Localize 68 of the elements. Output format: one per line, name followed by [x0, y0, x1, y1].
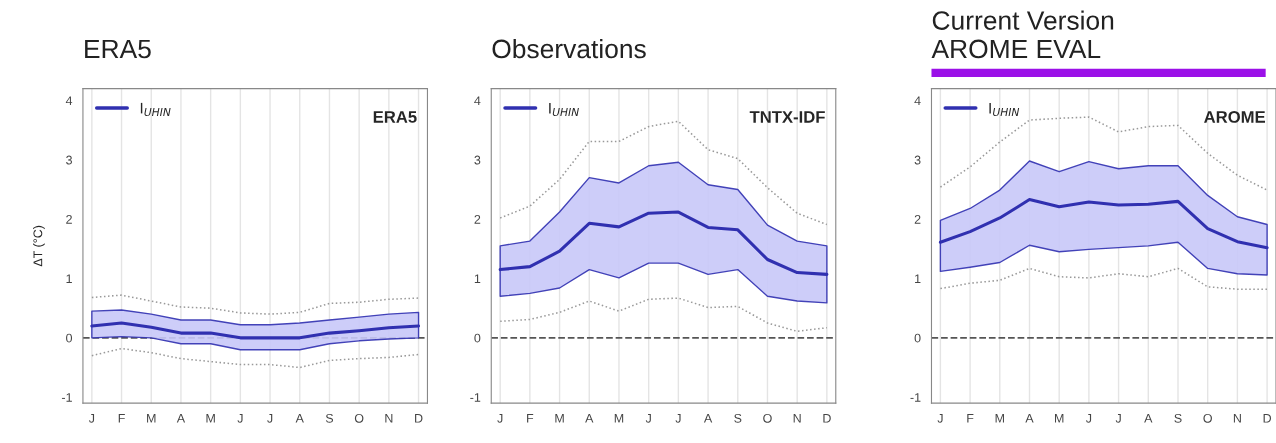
y-tick-label: 1	[66, 274, 72, 284]
x-tick-label: A	[176, 414, 186, 423]
y-tick-label: 4	[914, 96, 921, 105]
line-series	[939, 267, 1268, 290]
x-tick-label: M	[147, 414, 156, 423]
x-tick-label: A	[585, 414, 594, 423]
x-tick-label: O	[763, 413, 772, 423]
x-tick-label: J	[497, 414, 503, 423]
x-tick-label: J	[675, 414, 681, 423]
chart-title: Current Version AROME EVAL	[931, 10, 1114, 59]
y-tick-label: 3	[474, 155, 481, 165]
x-tick-label: J	[645, 414, 651, 423]
x-tick-label: M	[1055, 414, 1064, 423]
x-tick-label: J	[937, 414, 943, 423]
line-series	[91, 294, 420, 315]
x-tick-label: A	[1144, 414, 1153, 423]
y-tick-label: 2	[474, 214, 481, 224]
x-tick-label: J	[1085, 414, 1092, 423]
x-tick-label: A	[703, 414, 713, 423]
x-tick-label: S	[734, 413, 742, 423]
y-tick-label: -1	[470, 393, 481, 402]
y-tick-label: -1	[910, 393, 921, 402]
y-tick-label: 0	[914, 333, 921, 343]
legend-label: I$_{UHIN}$	[140, 102, 171, 117]
x-tick-label: J	[88, 414, 95, 423]
x-tick-label: N	[385, 414, 393, 423]
x-tick-label: M	[206, 414, 215, 423]
y-tick-label: 1	[915, 274, 921, 284]
x-tick-label: J	[1115, 414, 1121, 423]
y-tick-label: 4	[65, 96, 73, 105]
x-tick-label: M	[995, 414, 1004, 423]
y-tick-label: -1	[61, 393, 72, 402]
x-tick-label: S	[1174, 413, 1182, 423]
x-tick-label: F	[118, 414, 125, 423]
y-tick-label: 2	[914, 214, 921, 224]
x-tick-label: N	[793, 414, 801, 423]
x-tick-label: D	[823, 414, 831, 423]
annotation: AROME	[1204, 111, 1266, 123]
y-tick-label: 3	[914, 155, 921, 165]
annotation: TNTX-IDF	[749, 111, 825, 123]
line-series	[499, 297, 828, 333]
x-tick-label: F	[527, 414, 534, 423]
legend-label: I$_{UHIN}$	[549, 102, 579, 117]
x-tick-label: D	[1263, 414, 1272, 423]
x-tick-label: F	[967, 414, 974, 423]
y-axis-title: ΔT (°C)	[33, 225, 45, 267]
x-tick-label: S	[325, 413, 334, 423]
x-tick-label: M	[555, 414, 564, 423]
chart-title: Observations	[492, 38, 646, 59]
y-tick-label: 1	[474, 274, 481, 284]
y-tick-label: 2	[66, 214, 72, 224]
x-tick-label: O	[354, 413, 364, 423]
y-tick-label: 0	[66, 333, 73, 343]
y-tick-label: 4	[474, 96, 481, 105]
line-series	[91, 347, 420, 369]
y-tick-label: 3	[66, 155, 72, 165]
x-tick-label: A	[295, 414, 304, 423]
x-tick-label: N	[1233, 414, 1241, 423]
legend-label: I$_{UHIN}$	[989, 102, 1020, 117]
annotation: ERA5	[373, 111, 417, 123]
x-tick-label: J	[237, 414, 243, 423]
x-tick-label: O	[1203, 413, 1212, 423]
x-tick-label: D	[415, 414, 423, 423]
x-tick-label: J	[267, 414, 273, 423]
x-tick-label: M	[614, 414, 624, 423]
y-tick-label: 0	[474, 333, 481, 343]
chart-title: ERA5	[85, 39, 151, 59]
x-tick-label: A	[1025, 414, 1034, 423]
